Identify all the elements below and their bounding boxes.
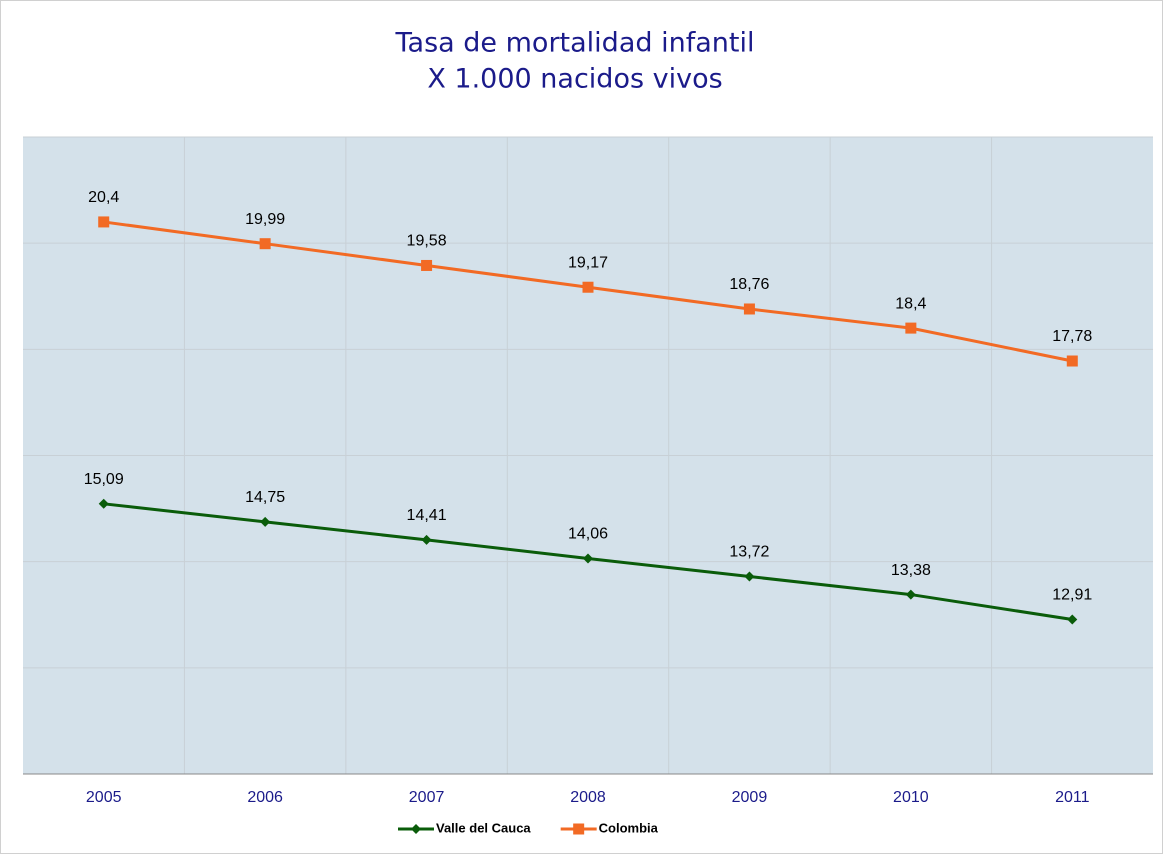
x-tick-label: 2006 <box>247 789 283 806</box>
marker <box>905 589 916 600</box>
legend-label: Colombia <box>599 820 659 835</box>
data-label: 15,09 <box>84 471 124 488</box>
marker <box>260 516 271 527</box>
data-label: 14,41 <box>407 507 447 524</box>
data-label: 13,72 <box>729 544 769 561</box>
marker <box>421 259 433 271</box>
data-label: 19,99 <box>245 211 285 228</box>
marker <box>98 498 109 509</box>
data-label: 20,4 <box>88 189 119 206</box>
marker <box>743 303 755 315</box>
chart-subtitle: X 1.000 nacidos vivos <box>427 64 722 95</box>
data-label: 17,78 <box>1052 328 1092 345</box>
data-label: 14,75 <box>245 489 285 506</box>
marker <box>1067 614 1078 625</box>
x-tick-label: 2009 <box>732 789 768 806</box>
data-label: 18,4 <box>895 295 926 312</box>
data-label: 19,17 <box>568 254 608 271</box>
data-label: 18,76 <box>729 276 769 293</box>
marker <box>582 281 594 293</box>
marker <box>259 238 271 250</box>
marker <box>744 571 755 582</box>
x-tick-label: 2011 <box>1055 789 1090 806</box>
chart-title: Tasa de mortalidad infantil <box>395 28 755 59</box>
data-label: 19,58 <box>407 233 447 250</box>
legend-label: Valle del Cauca <box>436 820 531 835</box>
data-label: 12,91 <box>1052 587 1092 604</box>
x-tick-label: 2007 <box>409 789 445 806</box>
marker <box>98 216 110 228</box>
data-label: 13,38 <box>891 562 931 579</box>
marker <box>583 553 593 564</box>
marker <box>411 824 421 834</box>
marker <box>421 534 432 545</box>
data-label: 14,06 <box>568 526 608 543</box>
marker <box>905 322 917 334</box>
x-tick-label: 2008 <box>570 789 606 806</box>
marker <box>573 823 585 835</box>
marker <box>1066 355 1078 367</box>
x-tick-label: 2010 <box>893 789 929 806</box>
x-tick-label: 2005 <box>86 789 122 806</box>
